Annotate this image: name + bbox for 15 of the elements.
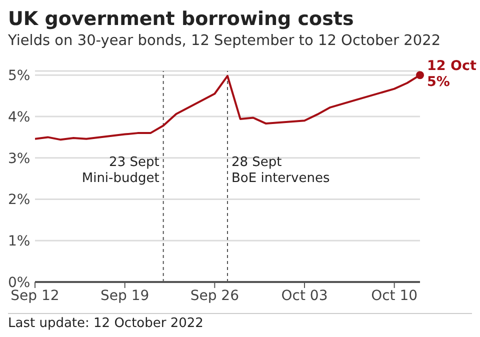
chart-title: UK government borrowing costs — [8, 8, 354, 30]
y-tick-label: 2% — [8, 192, 30, 208]
ref-line-label: 28 Sept BoE intervenes — [232, 155, 330, 186]
x-tick-label: Oct 10 — [371, 288, 418, 304]
x-tick-label: Sep 26 — [190, 288, 240, 304]
chart-subtitle: Yields on 30-year bonds, 12 September to 12 October 2022 — [8, 33, 441, 49]
y-tick-label: 5% — [8, 68, 30, 84]
y-tick-label: 1% — [8, 234, 30, 250]
ref-line-label: 23 Sept Mini-budget — [82, 155, 160, 186]
x-tick-label: Sep 19 — [100, 288, 150, 304]
annotation: 12 Oct 5% — [427, 58, 477, 90]
text: Last update: 12 October 2022 — [8, 313, 472, 331]
y-tick-label: 4% — [8, 109, 30, 126]
y-tick-label: 3% — [8, 150, 30, 167]
x-tick-label: Oct 03 — [281, 288, 328, 304]
